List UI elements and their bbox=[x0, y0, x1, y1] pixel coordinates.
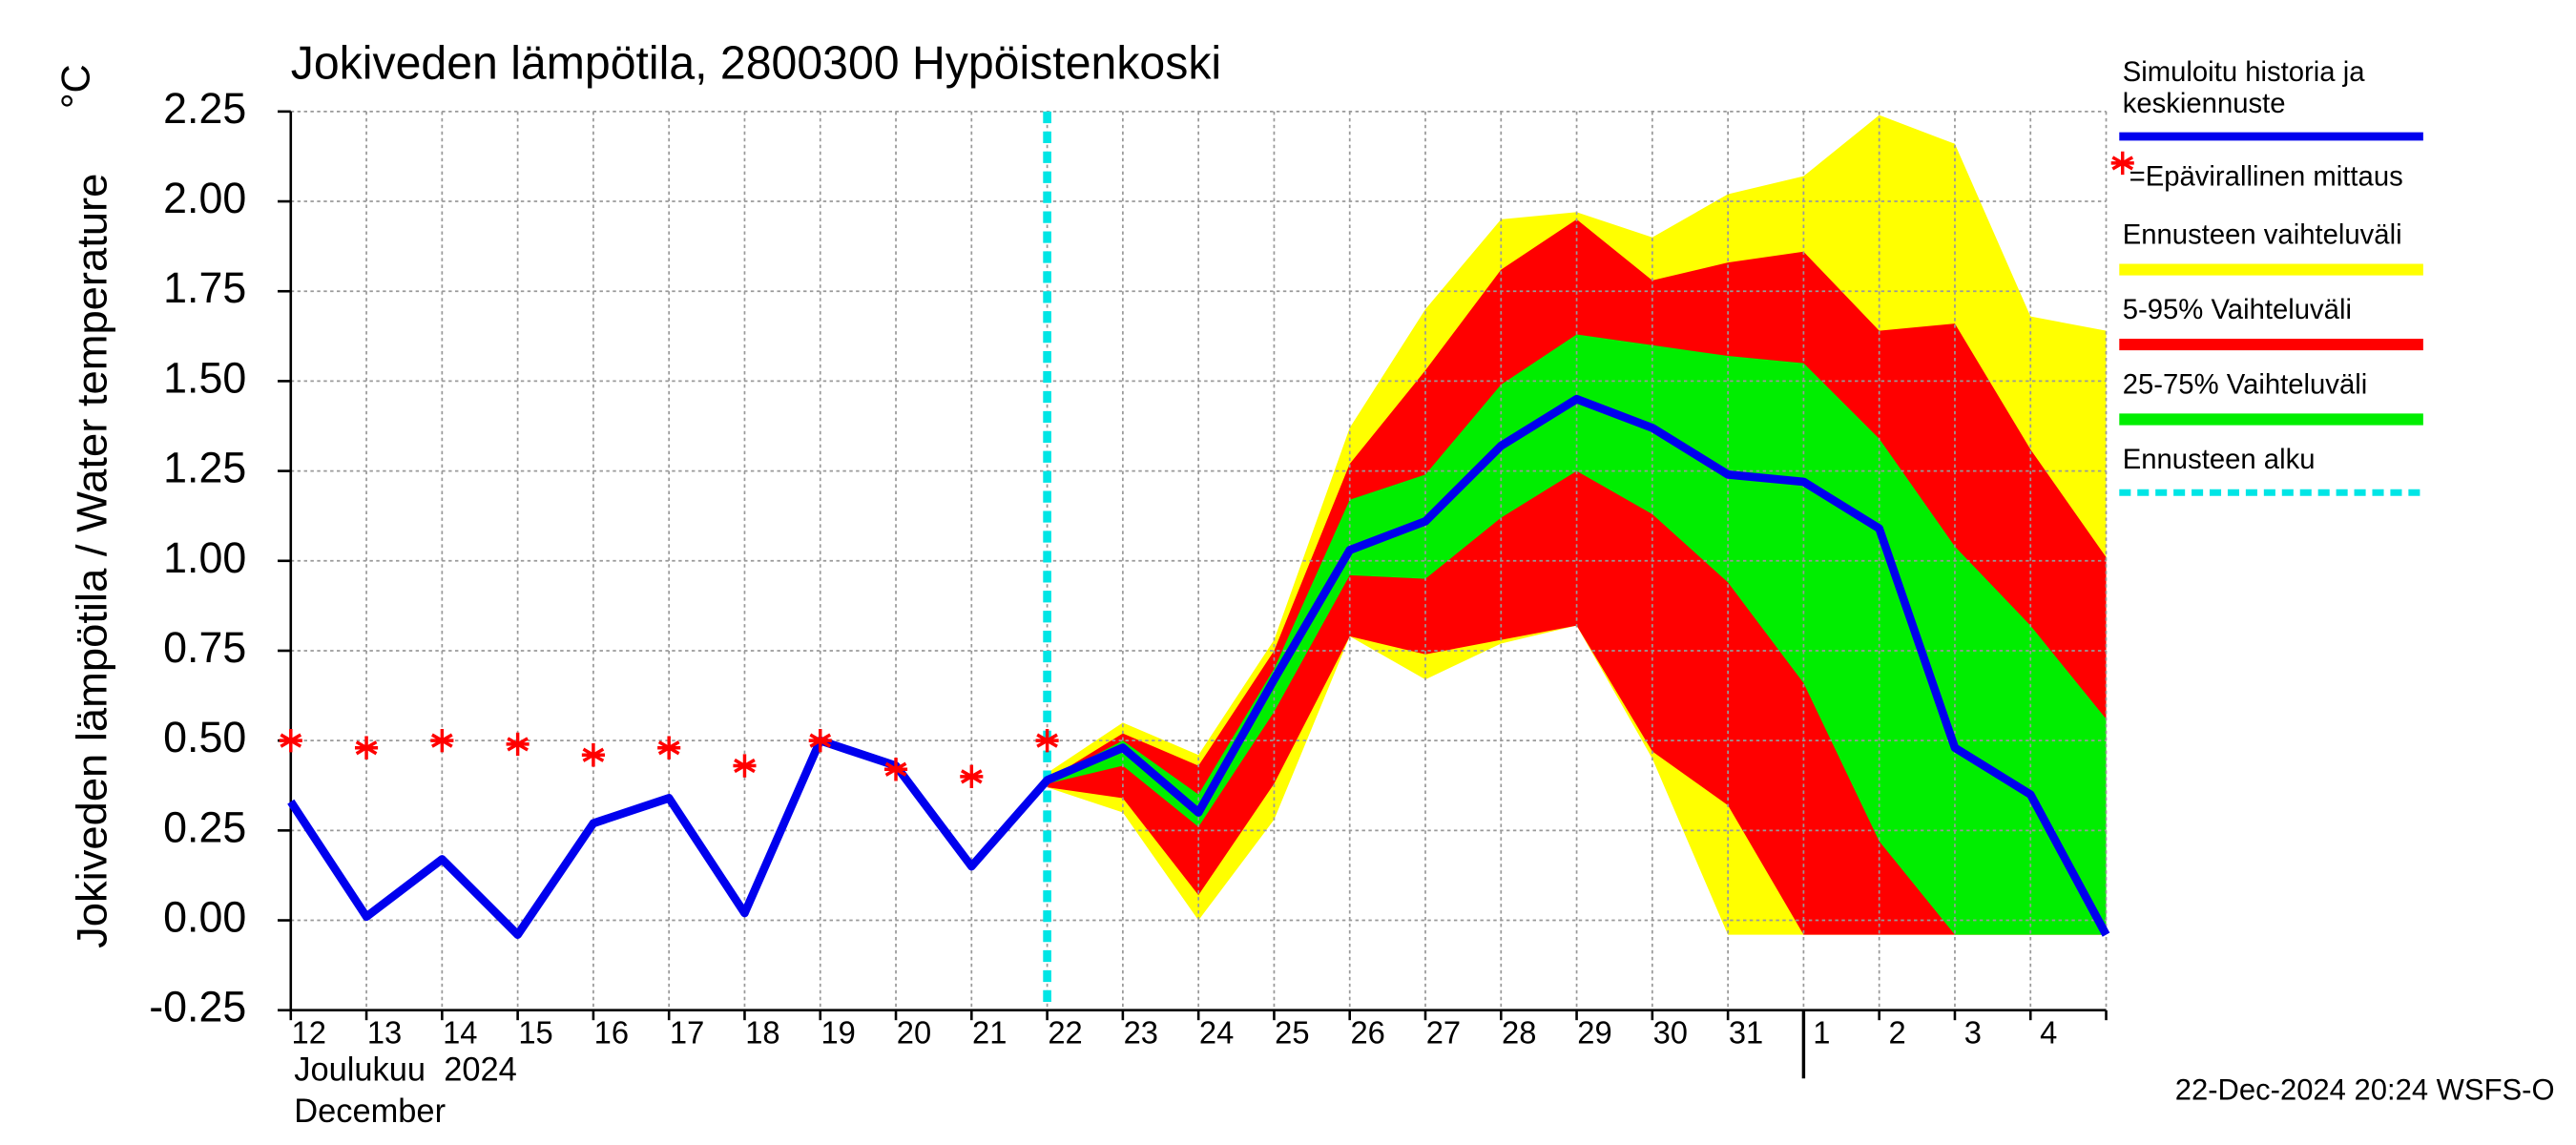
measurement-marker bbox=[808, 728, 832, 753]
y-tick-label: 2.25 bbox=[163, 84, 246, 133]
x-tick-label: 22 bbox=[1048, 1014, 1082, 1050]
y-tick-label: 1.75 bbox=[163, 263, 246, 312]
measurement-marker bbox=[355, 736, 379, 760]
x-tick-label: 20 bbox=[897, 1014, 931, 1050]
legend-label: 25-75% Vaihteluväli bbox=[2123, 368, 2367, 400]
measurement-marker bbox=[960, 764, 984, 789]
x-tick-label: 15 bbox=[518, 1014, 552, 1050]
legend-swatch bbox=[2110, 151, 2134, 176]
y-tick-label: 0.50 bbox=[163, 713, 246, 761]
y-axis-label: Jokiveden lämpötila / Water temperature bbox=[68, 174, 116, 948]
x-tick-label: 23 bbox=[1124, 1014, 1158, 1050]
x-tick-label: 24 bbox=[1199, 1014, 1234, 1050]
y-tick-label: 1.50 bbox=[163, 353, 246, 402]
legend-label: Ennusteen vaihteluväli bbox=[2123, 219, 2402, 250]
legend-label: 5-95% Vaihteluväli bbox=[2123, 294, 2352, 325]
x-tick-label: 12 bbox=[292, 1014, 326, 1050]
x-tick-label: 17 bbox=[670, 1014, 704, 1050]
x-tick-label: 16 bbox=[594, 1014, 629, 1050]
measurement-marker bbox=[1035, 728, 1059, 753]
y-tick-label: 0.00 bbox=[163, 892, 246, 941]
measurement-marker bbox=[883, 758, 908, 781]
x-tick-label: 4 bbox=[2040, 1014, 2057, 1050]
x-tick-label: 30 bbox=[1653, 1014, 1688, 1050]
chart-title: Jokiveden lämpötila, 2800300 Hypöistenko… bbox=[291, 37, 1221, 89]
legend-label: =Epävirallinen mittaus bbox=[2129, 160, 2403, 192]
y-tick-label: -0.25 bbox=[149, 982, 246, 1030]
x-tick-label: 3 bbox=[1964, 1014, 1982, 1050]
x-tick-label: 27 bbox=[1426, 1014, 1461, 1050]
legend-label: Ennusteen alku bbox=[2123, 444, 2316, 475]
y-tick-label: 0.25 bbox=[163, 802, 246, 851]
x-tick-label: 21 bbox=[972, 1014, 1007, 1050]
x-tick-label: 29 bbox=[1577, 1014, 1611, 1050]
x-tick-label: 18 bbox=[745, 1014, 779, 1050]
measurement-marker bbox=[581, 743, 605, 767]
x-tick-label: 31 bbox=[1729, 1014, 1763, 1050]
measurement-marker bbox=[506, 732, 530, 757]
measurement-marker bbox=[430, 728, 454, 753]
y-tick-label: 0.75 bbox=[163, 623, 246, 672]
y-tick-label: 1.25 bbox=[163, 443, 246, 491]
x-tick-label: 19 bbox=[821, 1014, 856, 1050]
measurement-marker bbox=[279, 728, 302, 753]
legend-label: Simuloitu historia ja keskiennuste bbox=[2123, 55, 2365, 118]
x-tick-label: 2 bbox=[1889, 1014, 1906, 1050]
band-area bbox=[1047, 334, 2107, 935]
footer: 22-Dec-2024 20:24 WSFS-O bbox=[2175, 1072, 2555, 1106]
x-tick-label: 25 bbox=[1275, 1014, 1309, 1050]
y-axis-unit: °C bbox=[53, 64, 98, 109]
month-label-en: December bbox=[294, 1093, 446, 1130]
measurement-marker bbox=[657, 736, 681, 760]
x-tick-label: 13 bbox=[367, 1014, 402, 1050]
x-tick-label: 28 bbox=[1502, 1014, 1536, 1050]
month-label: Joulukuu 2024 bbox=[294, 1051, 517, 1088]
measurement-marker bbox=[733, 754, 757, 778]
x-tick-label: 26 bbox=[1350, 1014, 1384, 1050]
series-line bbox=[287, 394, 2110, 939]
x-tick-label: 1 bbox=[1813, 1014, 1830, 1050]
x-tick-label: 14 bbox=[443, 1014, 477, 1050]
y-tick-label: 1.00 bbox=[163, 533, 246, 582]
y-tick-label: 2.00 bbox=[163, 174, 246, 222]
